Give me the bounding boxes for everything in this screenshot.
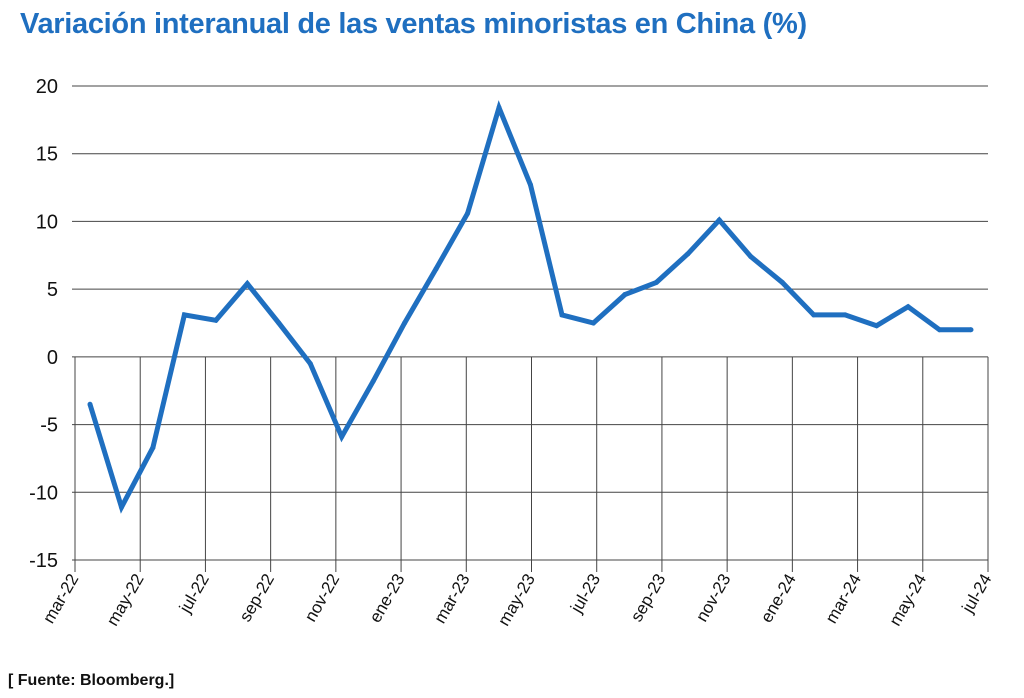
y-tick-label: 5 [47,279,58,301]
x-tick-label: may-23 [494,571,539,630]
x-axis-ticks: mar-22 may-22 jul-22 sep-22 nov-22 ene-23 mar-… [39,571,995,630]
grid [72,85,989,572]
chart-title: Variación interanual de las ventas minor… [20,8,807,40]
x-tick-label: sep-23 [627,571,669,626]
data-point-nov-23 [716,217,722,223]
data-point-sep-23 [653,279,659,285]
data-point-feb-23 [433,266,439,272]
data-point-oct-22 [307,361,313,367]
x-tick-label: jul-24 [958,571,996,617]
data-point-feb-24 [811,312,817,318]
x-tick-label: jul-23 [566,571,604,617]
y-tick-label: -5 [40,415,58,437]
y-tick-label: -15 [29,550,58,572]
series-line [87,100,971,514]
x-tick-label: mar-23 [430,571,473,627]
series-layer [87,100,974,514]
data-point-abr-23 [496,105,502,111]
data-point-ene-24 [779,279,785,285]
data-point-dic-22 [370,378,376,384]
x-tick-label: mar-22 [39,571,82,627]
data-point-nov-22 [339,434,345,440]
y-axis-ticks: 20 15 10 5 0 -5 -10 -15 [29,76,58,572]
x-tick-label: jul-22 [175,571,213,617]
x-tick-label: nov-22 [301,571,343,626]
data-point-abr-24 [874,323,880,329]
y-tick-label: -10 [29,482,58,504]
x-tick-label: nov-23 [692,571,734,626]
data-point-ene-23 [402,320,408,326]
x-tick-label: sep-22 [236,571,278,626]
y-tick-label: 0 [47,347,58,369]
data-point-ago-23 [622,292,628,298]
data-point-sep-22 [276,320,282,326]
data-point-jun-24 [937,327,943,333]
data-point-mar-24 [842,312,848,318]
y-tick-label: 20 [36,76,58,98]
data-point-jul-22 [213,317,219,323]
x-tick-label: mar-24 [822,571,865,627]
data-point-abr-22 [118,504,124,510]
y-tick-label: 10 [36,211,58,233]
y-tick-label: 15 [36,144,58,166]
data-point-ago-22 [244,281,250,287]
data-point-may-24 [905,304,911,310]
data-point-may-23 [528,182,533,188]
source-note: [ Fuente: Bloomberg.] [8,672,175,689]
x-tick-label: ene-23 [366,571,409,626]
x-tick-label: ene-24 [757,571,800,626]
data-point-dic-23 [748,254,754,260]
data-point-mar-22 [87,401,93,407]
x-tick-label: may-24 [885,571,930,630]
data-point-mar-23 [465,210,471,216]
data-point-jun-23 [559,312,565,318]
x-tick-label: may-22 [103,571,148,630]
data-point-jul-24 [968,327,974,333]
data-point-oct-23 [685,251,691,257]
data-point-jun-22 [181,312,187,318]
data-point-jul-23 [590,320,596,326]
data-point-may-22 [150,445,156,451]
